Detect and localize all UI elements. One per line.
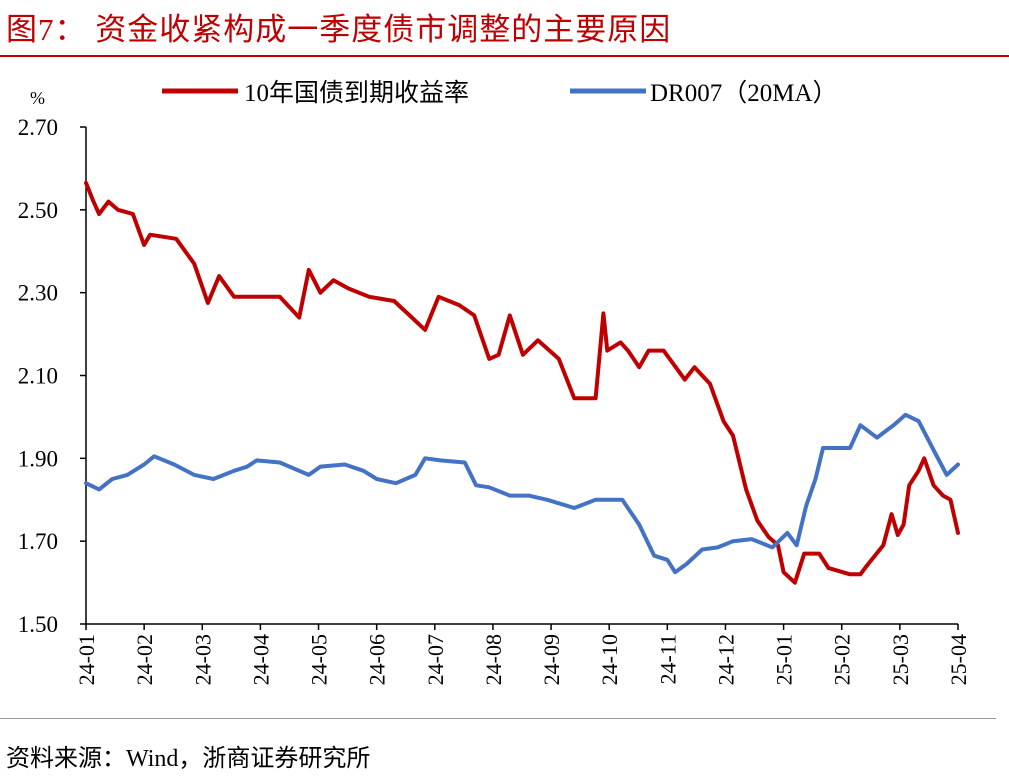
title-divider xyxy=(0,55,1009,57)
legend-label-series-1: DR007（20MA） xyxy=(650,79,838,107)
x-tick-label: 24-06 xyxy=(365,634,390,685)
series-line-0 xyxy=(84,180,960,585)
x-tick-label: 24-01 xyxy=(74,634,99,685)
x-tick-label: 24-05 xyxy=(307,634,332,685)
x-tick-label: 24-04 xyxy=(248,634,273,685)
series-lines xyxy=(84,180,960,585)
source-note: 资料来源：Wind，浙商证券研究所 xyxy=(6,746,371,772)
x-tick-label: 24-02 xyxy=(132,634,157,685)
x-tick-label: 24-08 xyxy=(481,634,506,685)
x-tick-label: 24-03 xyxy=(190,634,215,685)
legend-label-series-0: 10年国债到期收益率 xyxy=(244,79,469,107)
y-tick-label: 2.30 xyxy=(18,281,58,306)
y-tick-label: 2.70 xyxy=(18,115,58,140)
x-tick-label: 24-11 xyxy=(655,634,680,685)
y-axis-unit: % xyxy=(30,88,45,108)
figure-title: 图7： 资金收紧构成一季度债市调整的主要原因 xyxy=(6,12,672,47)
x-tick-label: 25-02 xyxy=(830,634,855,685)
y-tick-label: 1.70 xyxy=(18,529,58,554)
y-tick-label: 2.50 xyxy=(18,198,58,223)
line-chart: 10年国债到期收益率 DR007（20MA） % 1.50 1.70 1.90 2.1… xyxy=(18,79,971,685)
y-tick-label: 1.50 xyxy=(18,612,58,637)
axes: 1.50 1.70 1.90 2.10 2.30 2.50 2.70 24-01 24-02 24… xyxy=(18,115,971,685)
x-tick-label: 24-12 xyxy=(713,634,738,685)
y-tick-label: 1.90 xyxy=(18,446,58,471)
x-tick-label: 25-01 xyxy=(772,634,797,685)
x-tick-label: 25-03 xyxy=(888,634,913,685)
y-tick-label: 2.10 xyxy=(18,364,58,389)
x-tick-label: 24-09 xyxy=(539,634,564,685)
source-divider xyxy=(0,718,996,719)
legend: 10年国债到期收益率 DR007（20MA） xyxy=(162,79,838,107)
x-tick-label: 25-04 xyxy=(946,634,971,685)
x-tick-label: 24-10 xyxy=(597,634,622,685)
series-line-1 xyxy=(84,412,960,575)
x-tick-label: 24-07 xyxy=(423,634,448,685)
